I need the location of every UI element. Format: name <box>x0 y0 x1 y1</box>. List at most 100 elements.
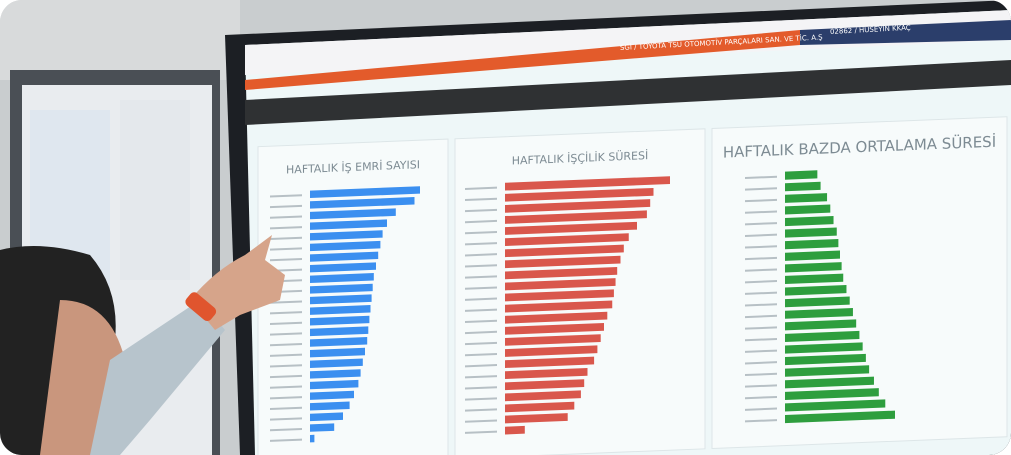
label-stub <box>465 308 497 312</box>
bar <box>310 208 396 220</box>
label-stub <box>745 256 777 261</box>
label-stub <box>270 427 302 432</box>
bar <box>310 434 315 443</box>
bar <box>310 423 335 432</box>
app-header <box>245 30 800 90</box>
bar <box>310 240 381 252</box>
label-stub <box>745 326 777 330</box>
label-stub <box>270 194 302 198</box>
label-stub <box>270 321 302 326</box>
label-stub <box>465 186 497 190</box>
label-stub <box>270 311 302 315</box>
bar <box>785 353 866 366</box>
bar <box>505 322 604 335</box>
board-sheet <box>120 100 190 280</box>
label-stub <box>270 300 302 304</box>
bar <box>310 197 415 209</box>
person <box>0 235 285 455</box>
label-stub <box>745 337 777 342</box>
label-stub <box>745 233 777 237</box>
bar <box>785 388 879 400</box>
label-stub <box>270 332 302 336</box>
bar <box>785 239 839 250</box>
label-stub <box>465 397 497 401</box>
bar <box>505 221 637 235</box>
label-stub <box>745 291 777 295</box>
bar <box>310 262 376 273</box>
label-stub <box>745 280 777 284</box>
label-stub <box>745 384 777 388</box>
label-stub <box>745 314 777 319</box>
bar <box>785 307 853 319</box>
bar <box>785 410 895 424</box>
bar <box>310 251 379 262</box>
label-stub <box>270 438 302 442</box>
label-stub <box>745 372 777 377</box>
bar <box>505 401 575 413</box>
bar <box>785 365 870 377</box>
bar <box>505 233 629 246</box>
label-stub <box>465 231 497 235</box>
label-stub <box>270 406 302 411</box>
label-stub <box>745 222 777 226</box>
bar <box>310 230 383 241</box>
bar <box>310 369 361 379</box>
label-stub <box>465 197 497 202</box>
bar <box>310 283 373 294</box>
bar <box>785 376 874 389</box>
bar <box>505 356 595 368</box>
label-stub <box>465 208 497 213</box>
label-stub <box>465 386 497 390</box>
bar <box>505 425 525 435</box>
user: 02862 / HÜSEYİN KKAÇ <box>830 23 911 36</box>
label-stub <box>465 253 497 257</box>
bar <box>785 216 834 227</box>
label-stub <box>465 408 497 412</box>
bar <box>505 176 670 191</box>
bar <box>785 319 857 331</box>
label-stub <box>745 198 777 203</box>
cabinet <box>0 0 240 80</box>
label-stub <box>465 341 497 346</box>
label-stub <box>745 361 777 365</box>
bar <box>785 273 844 285</box>
label-stub <box>465 275 497 279</box>
label-stub <box>270 417 302 421</box>
bar <box>785 296 850 308</box>
bar <box>505 278 616 291</box>
bar <box>310 401 350 411</box>
bar <box>505 345 598 357</box>
bar <box>785 170 818 180</box>
charts: HAFTALIK İŞ EMRİ SAYISI HAFTALIK İŞÇİLİK … <box>257 116 1008 455</box>
label-stub <box>270 342 302 347</box>
bar <box>505 300 613 313</box>
bar <box>505 379 585 391</box>
label-stub <box>270 396 302 400</box>
bar <box>785 262 842 273</box>
label-stub <box>745 419 777 423</box>
bar <box>785 250 840 261</box>
bar <box>785 330 860 342</box>
bar <box>505 255 621 269</box>
bar <box>505 367 588 380</box>
label-stub <box>270 353 302 357</box>
label-stub <box>745 245 777 249</box>
label-stub <box>270 204 302 209</box>
bar <box>785 399 886 412</box>
label-stub <box>465 330 497 335</box>
label-stub <box>745 395 777 400</box>
bar <box>310 273 374 284</box>
label-stub <box>270 374 302 379</box>
label-stub <box>745 175 777 179</box>
chart-title: HAFTALIK İŞÇİLİK SÜRESİ <box>512 149 648 167</box>
bar <box>505 210 647 224</box>
bar <box>505 187 654 202</box>
label-stub <box>745 210 777 214</box>
bar <box>310 412 343 422</box>
chart-title: HAFTALIK İŞ EMRİ SAYISI <box>286 158 420 176</box>
bar <box>310 379 359 390</box>
label-stub <box>465 219 497 224</box>
bar <box>310 326 369 337</box>
label-stub <box>270 226 302 230</box>
